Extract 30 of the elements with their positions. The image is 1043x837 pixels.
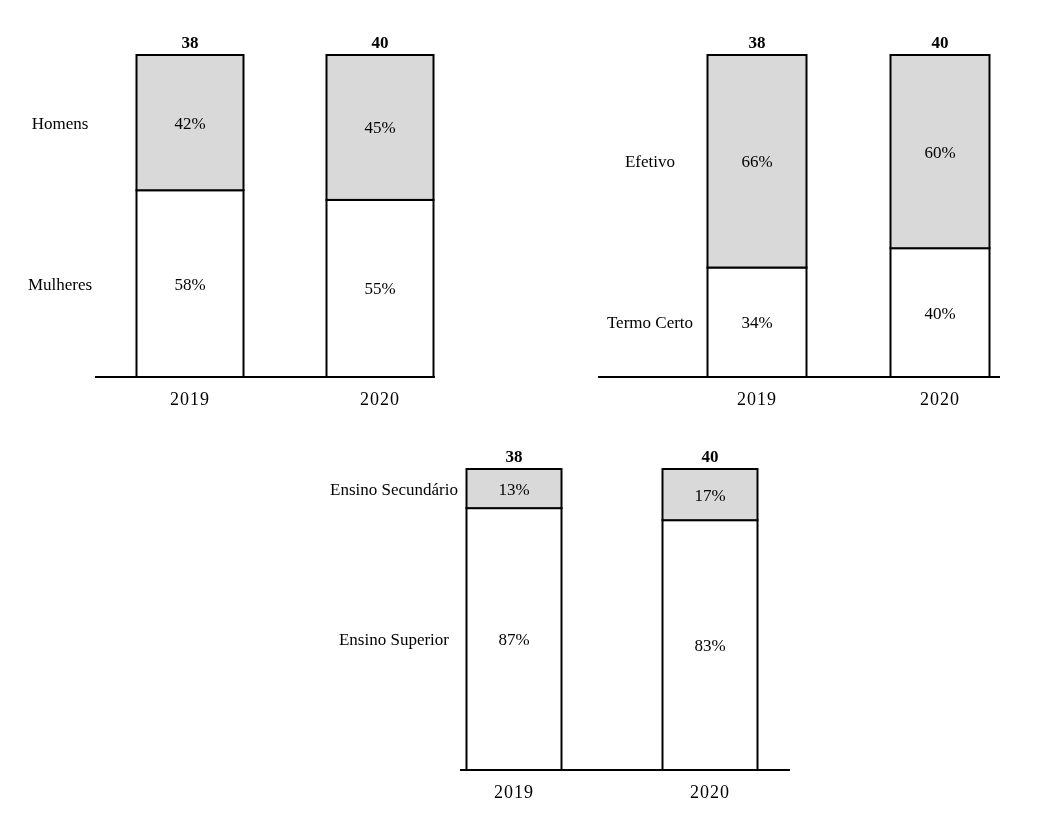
text: Mulheres	[27, 274, 93, 294]
data-label: 55%	[364, 279, 396, 299]
x-tick-label: 2020	[920, 389, 960, 409]
annotation: 40	[931, 33, 949, 52]
data-label: 42%	[174, 113, 206, 133]
annotation: 38	[505, 447, 523, 466]
annotation: 40	[701, 447, 719, 466]
data-label: 87%	[498, 630, 530, 650]
text: Homens	[31, 113, 89, 133]
series-label: Ensino Secundário	[330, 479, 458, 499]
x-tick-label: 2019	[170, 389, 210, 409]
x-tick-label: 2020	[690, 782, 730, 802]
series-label: Efetivo	[624, 152, 676, 172]
data-label: 83%	[694, 636, 726, 656]
data-label: 13%	[498, 479, 530, 499]
annotation: 38	[181, 33, 199, 52]
data-label: 58%	[174, 274, 206, 294]
data-label: 66%	[741, 152, 773, 172]
x-tick-label: 2020	[360, 389, 400, 409]
data-label: 40%	[924, 303, 956, 323]
x-tick-label: 2019	[737, 389, 777, 409]
data-label: 45%	[364, 118, 396, 138]
annotation: 40	[371, 33, 389, 52]
annotation: 38	[748, 33, 766, 52]
data-label: 60%	[924, 142, 956, 162]
x-tick-label: 2019	[494, 782, 534, 802]
data-label: 17%	[694, 485, 726, 505]
series-label: Ensino Superior	[338, 630, 450, 650]
data-label: 34%	[741, 313, 773, 333]
series-label: Termo Certo	[606, 313, 694, 333]
